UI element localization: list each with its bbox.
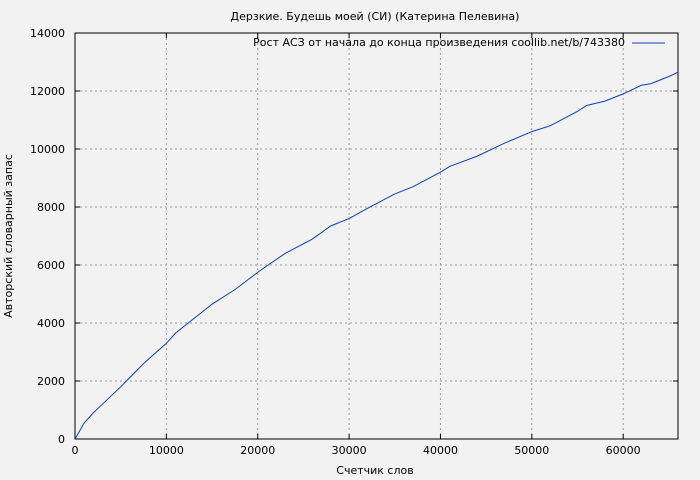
legend-label: Рост АСЗ от начала до конца произведения… xyxy=(253,36,625,49)
x-tick-label: 0 xyxy=(72,444,79,457)
y-tick-label: 0 xyxy=(58,433,65,446)
ticks: 0 10000 20000 30000 40000 50000 60000 0 2000 4000… xyxy=(30,27,678,457)
y-tick-label: 12000 xyxy=(30,85,65,98)
series-line xyxy=(74,71,679,440)
x-tick-label: 60000 xyxy=(606,444,641,457)
plot-frame xyxy=(74,32,679,440)
y-tick-label: 8000 xyxy=(37,201,65,214)
x-tick-label: 50000 xyxy=(514,444,549,457)
y-tick-label: 2000 xyxy=(37,375,65,388)
x-axis-label: Счетчик слов xyxy=(336,464,413,477)
chart-title: Дерзкие. Будешь моей (СИ) (Катерина Пеле… xyxy=(231,10,520,23)
y-tick-label: 14000 xyxy=(30,27,65,40)
x-tick-label: 30000 xyxy=(332,444,367,457)
y-tick-label: 6000 xyxy=(37,259,65,272)
x-tick-label: 20000 xyxy=(240,444,275,457)
x-tick-label: 10000 xyxy=(149,444,184,457)
y-axis-label: Авторский словарный запас xyxy=(2,154,15,318)
y-tick-label: 4000 xyxy=(37,317,65,330)
grid xyxy=(75,33,678,439)
y-tick-label: 10000 xyxy=(30,143,65,156)
x-tick-label: 40000 xyxy=(423,444,458,457)
